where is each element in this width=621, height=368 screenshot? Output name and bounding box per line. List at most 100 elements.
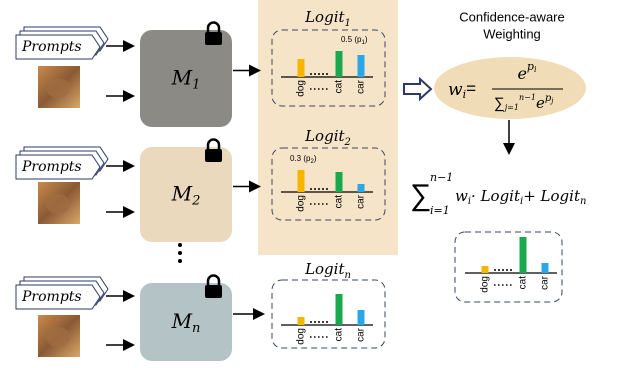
bar <box>520 237 527 273</box>
formula-lhs-part: = <box>466 79 476 98</box>
logit-title-part: n <box>344 270 350 281</box>
aggregation-formula-part: w <box>455 187 468 205</box>
dot <box>310 73 312 75</box>
cat-face <box>46 327 70 347</box>
dot <box>506 269 508 271</box>
sum-sign: ∑ <box>410 179 431 212</box>
logit-title: Logit1 <box>304 8 351 29</box>
bar <box>358 184 365 192</box>
formula-den-part: e <box>536 94 545 112</box>
bar <box>336 51 343 77</box>
ellipsis <box>178 243 182 263</box>
category-label: cat <box>334 80 345 94</box>
bar <box>298 317 305 325</box>
model-label-part: M <box>171 309 193 333</box>
dot <box>310 321 312 323</box>
category-label: dog <box>296 195 307 212</box>
dot <box>326 321 328 323</box>
prompt-text: Prompts <box>21 159 82 175</box>
prompt-text: Prompts <box>21 39 82 55</box>
dot <box>510 269 512 271</box>
category-label: car <box>356 79 367 94</box>
bar <box>298 59 305 77</box>
dot <box>322 321 324 323</box>
dot <box>318 321 320 323</box>
bar <box>298 170 305 192</box>
bar <box>358 310 365 325</box>
aggregation-formula-part: + Logit <box>523 187 581 205</box>
logit-title-part: Logit <box>304 127 345 145</box>
weighting-title: Weighting <box>483 26 541 41</box>
formula-den-part: ∑ <box>494 95 505 112</box>
bar <box>358 55 365 77</box>
category-label: cat <box>334 328 345 342</box>
dot <box>318 73 320 75</box>
formula-num-part: p <box>527 60 534 73</box>
category-label: cat <box>518 276 529 290</box>
confidence-note-part: 0.3 (p <box>290 154 311 163</box>
category-label: cat <box>334 195 345 209</box>
logit-title-part: 2 <box>344 137 351 148</box>
logit-title: Logitn <box>304 260 351 281</box>
prompt-text-part: Prompts <box>21 159 82 175</box>
aggregation-formula: wi· Logiti+ Logitn <box>455 187 586 207</box>
logit-title-part: 1 <box>345 18 351 29</box>
dot <box>322 188 324 190</box>
formula-den-part: n−1 <box>519 93 536 102</box>
prompt-text-part: Prompts <box>21 289 82 305</box>
dot <box>494 269 496 271</box>
cat-face <box>46 78 70 98</box>
diagram: PromptsM1Logit1dogcatcar0.5 (p1)PromptsM… <box>0 0 621 368</box>
confidence-note-part: ) <box>365 35 368 44</box>
dot <box>326 188 328 190</box>
dot <box>318 188 320 190</box>
logit-title: Logit2 <box>304 127 351 148</box>
model-label-part: n <box>192 321 200 336</box>
category-label: car <box>540 275 551 290</box>
bar <box>336 294 343 325</box>
weighting-title: Confidence-aware <box>459 9 565 24</box>
model-label-part: 2 <box>191 193 200 208</box>
dot <box>314 73 316 75</box>
logit-title-part: Logit <box>304 260 345 278</box>
prompt-text: Prompts <box>21 289 82 305</box>
aggregation-formula-part: · Logit <box>471 187 521 205</box>
dot <box>310 188 312 190</box>
dot <box>502 269 504 271</box>
lock-body <box>205 285 222 298</box>
bar <box>542 263 549 273</box>
lock-body <box>205 32 222 45</box>
dot <box>314 321 316 323</box>
formula-lhs: wi= <box>448 79 476 101</box>
dot <box>498 269 500 271</box>
logit-title-part: Logit <box>304 8 345 26</box>
category-label: dog <box>480 276 491 293</box>
model-label-part: M <box>171 65 193 89</box>
category-label: car <box>356 194 367 209</box>
formula-num-part: e <box>517 64 526 83</box>
category-label: car <box>356 327 367 342</box>
formula-den-part: j=1 <box>503 103 519 112</box>
category-label: dog <box>296 80 307 97</box>
hollow-arrow <box>404 79 431 99</box>
category-label: dog <box>296 328 307 345</box>
lock-body <box>205 149 222 162</box>
prompt-text-part: Prompts <box>21 39 82 55</box>
dot <box>326 73 328 75</box>
confidence-note-part: 0.5 (p <box>341 35 362 44</box>
model-label-part: 1 <box>192 77 200 92</box>
logit-box <box>272 280 385 348</box>
sum-sup: n−1 <box>430 171 453 184</box>
confidence-note-part: ) <box>314 154 317 163</box>
dot <box>314 188 316 190</box>
aggregation-formula-part: n <box>580 196 586 207</box>
bar <box>336 172 343 192</box>
model-label-part: M <box>171 181 193 205</box>
sum-sign-part: ∑ <box>410 179 431 212</box>
bar <box>482 266 489 273</box>
formula-lhs-part: w <box>448 80 463 100</box>
sum-sub: i=1 <box>430 204 450 217</box>
formula-num-part: i <box>534 65 537 74</box>
cat-face <box>46 194 70 214</box>
dot <box>322 73 324 75</box>
